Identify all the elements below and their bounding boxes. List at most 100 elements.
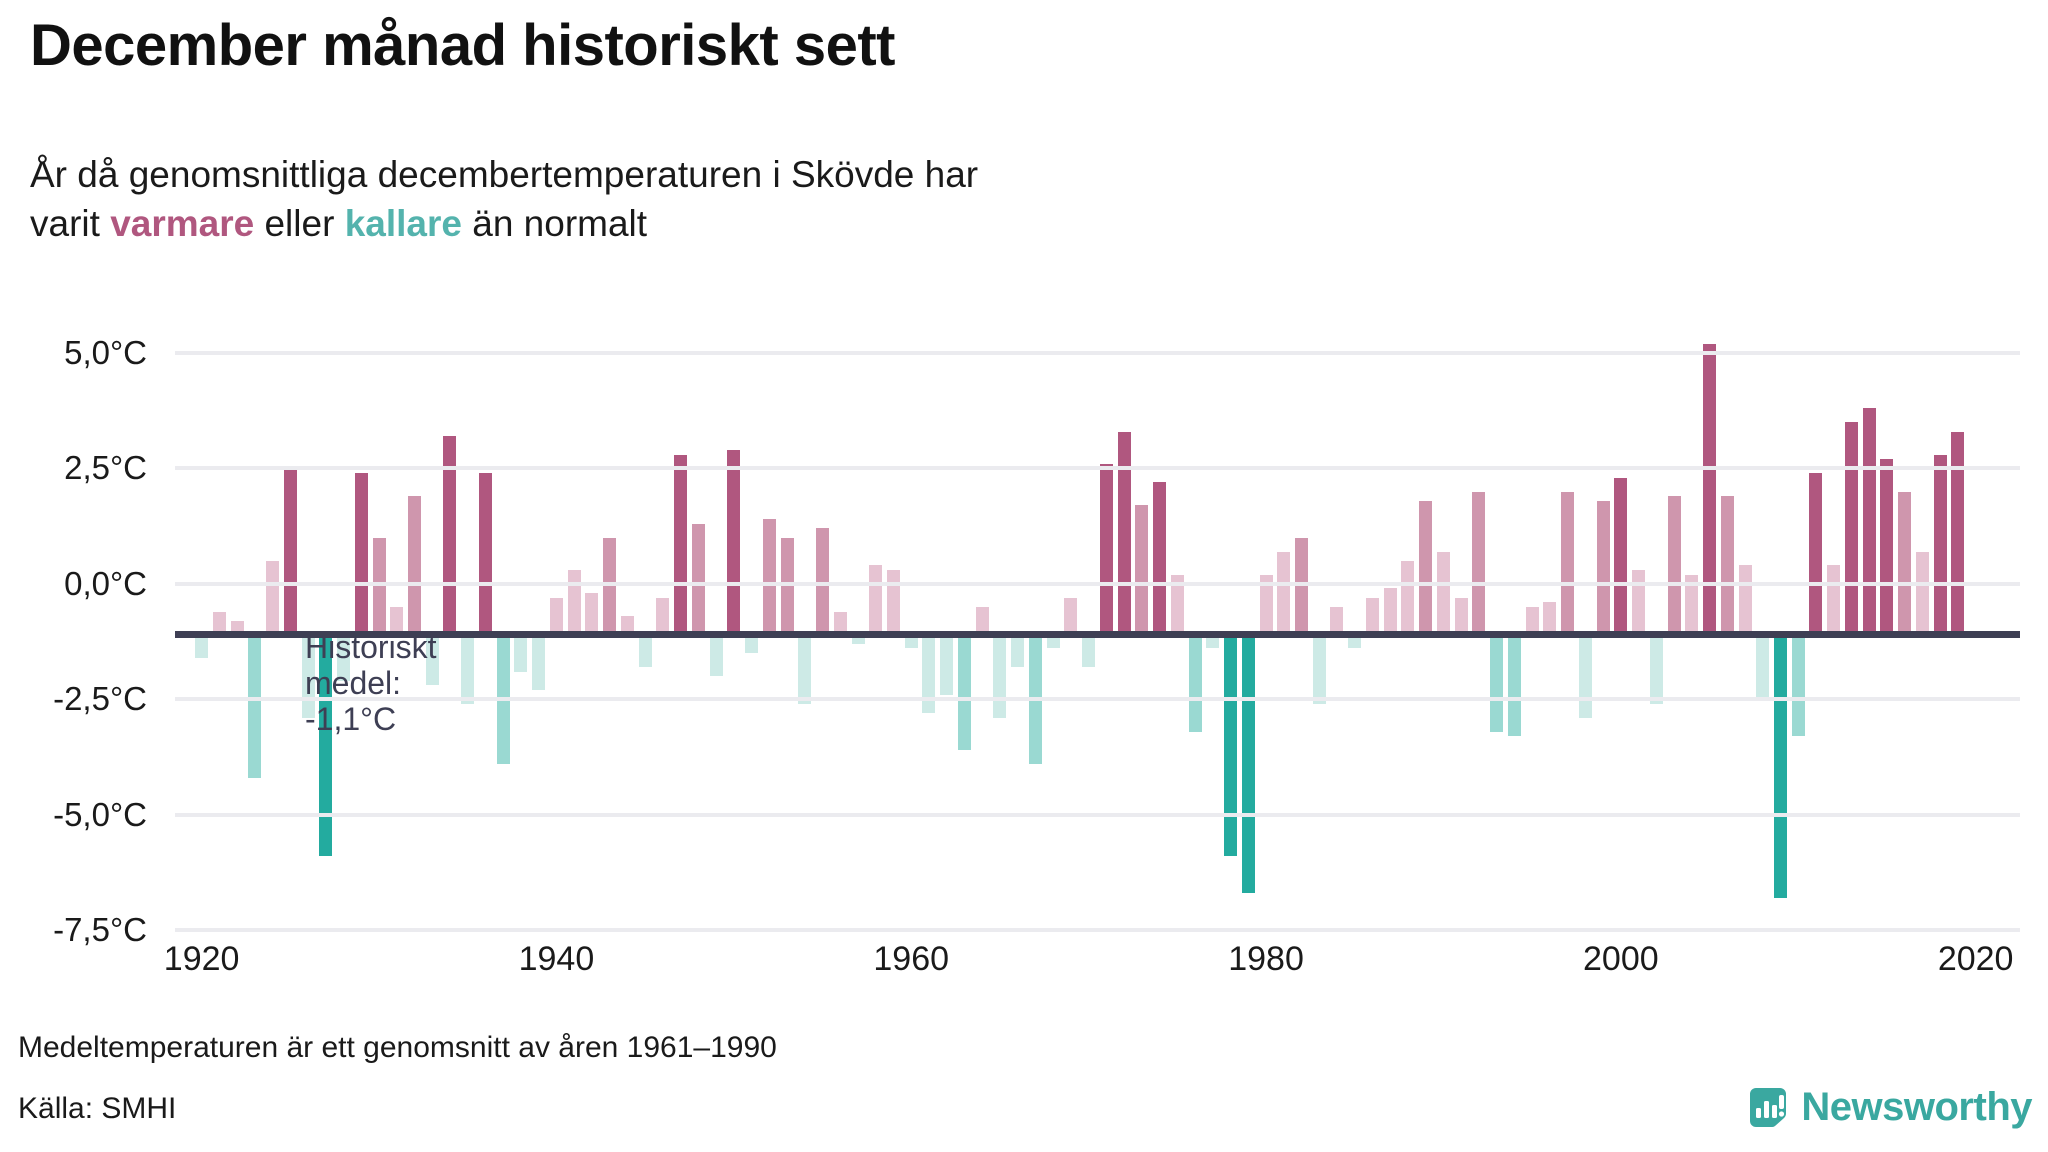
bar[interactable] — [1312, 634, 1326, 704]
bar[interactable] — [691, 523, 705, 635]
bar[interactable] — [1454, 597, 1468, 635]
newsworthy-logo[interactable]: Newsworthy — [1746, 1085, 2032, 1130]
bar[interactable] — [603, 537, 617, 635]
bar[interactable] — [1809, 473, 1823, 635]
bar[interactable] — [1011, 634, 1025, 667]
y-axis-tick-label: 2,5°C — [64, 449, 147, 487]
bar[interactable] — [940, 634, 954, 695]
bar[interactable] — [1862, 408, 1876, 635]
bar[interactable] — [301, 634, 315, 718]
bar[interactable] — [585, 593, 599, 635]
bar[interactable] — [620, 616, 634, 635]
bar[interactable] — [1951, 431, 1965, 635]
bar[interactable] — [1117, 431, 1131, 635]
bar[interactable] — [780, 537, 794, 635]
bar[interactable] — [1543, 602, 1557, 635]
bar[interactable] — [1632, 570, 1646, 635]
bar[interactable] — [461, 634, 475, 704]
bar[interactable] — [1596, 500, 1610, 635]
bar[interactable] — [1649, 634, 1663, 704]
bar[interactable] — [567, 570, 581, 635]
bar[interactable] — [1153, 482, 1167, 635]
bar[interactable] — [266, 560, 280, 635]
bar[interactable] — [638, 634, 652, 667]
bar[interactable] — [1295, 537, 1308, 635]
bar[interactable] — [1383, 588, 1397, 635]
bar[interactable] — [372, 537, 386, 635]
bar[interactable] — [1525, 606, 1539, 635]
bar[interactable] — [1720, 496, 1734, 635]
bar[interactable] — [1135, 505, 1149, 635]
bar[interactable] — [248, 634, 262, 778]
bar[interactable] — [1791, 634, 1805, 737]
bar[interactable] — [514, 634, 528, 672]
bar[interactable] — [1774, 634, 1787, 898]
bar[interactable] — [1898, 491, 1912, 635]
gridline — [175, 351, 2020, 356]
bar[interactable] — [886, 570, 900, 635]
bar[interactable] — [1703, 343, 1717, 635]
bar[interactable] — [851, 634, 865, 644]
bar[interactable] — [425, 634, 439, 686]
bar[interactable] — [1365, 597, 1379, 635]
bar[interactable] — [1915, 551, 1929, 635]
bar[interactable] — [993, 634, 1007, 718]
bar[interactable] — [1082, 634, 1096, 667]
bar[interactable] — [1064, 597, 1078, 635]
bar[interactable] — [195, 634, 209, 658]
bar[interactable] — [957, 634, 971, 750]
footnote: Medeltemperaturen är ett genomsnitt av å… — [18, 1031, 777, 1064]
bar[interactable] — [1738, 565, 1752, 635]
bar[interactable] — [762, 519, 776, 635]
bar[interactable] — [354, 473, 368, 635]
bar[interactable] — [922, 634, 936, 714]
bar[interactable] — [1099, 463, 1113, 635]
bar[interactable] — [337, 634, 351, 681]
bar[interactable] — [532, 634, 546, 690]
bar[interactable] — [727, 450, 741, 635]
bar[interactable] — [869, 565, 883, 635]
y-axis-tick-label: -5,0°C — [53, 795, 147, 833]
bar[interactable] — [549, 597, 563, 635]
bar[interactable] — [1667, 496, 1681, 635]
bar[interactable] — [1170, 574, 1184, 635]
x-axis-labels: 1920 1940 1960 1980 2000 2020 — [164, 940, 2020, 1000]
bar[interactable] — [1241, 634, 1255, 894]
bar[interactable] — [1933, 454, 1947, 635]
bar[interactable] — [798, 634, 812, 704]
bar[interactable] — [478, 473, 492, 635]
bar[interactable] — [1224, 634, 1238, 857]
bar[interactable] — [1472, 491, 1486, 635]
bar[interactable] — [1490, 634, 1504, 732]
bar[interactable] — [390, 606, 404, 635]
bar[interactable] — [656, 597, 670, 635]
x-axis-tick-label: 2020 — [1937, 940, 2014, 978]
bar[interactable] — [975, 606, 989, 635]
bar[interactable] — [1277, 551, 1291, 635]
bar[interactable] — [1614, 477, 1628, 635]
bar[interactable] — [283, 468, 297, 635]
bar[interactable] — [674, 454, 688, 635]
bar[interactable] — [407, 496, 421, 635]
bar[interactable] — [709, 634, 723, 677]
bar[interactable] — [1419, 500, 1433, 635]
bar[interactable] — [1844, 422, 1858, 635]
bar[interactable] — [1188, 634, 1202, 732]
bar[interactable] — [1561, 491, 1575, 635]
bar[interactable] — [1401, 560, 1415, 635]
bar[interactable] — [1259, 574, 1273, 635]
bar[interactable] — [833, 611, 847, 635]
bar[interactable] — [1578, 634, 1592, 718]
bar[interactable] — [1827, 565, 1841, 635]
bar[interactable] — [745, 634, 759, 654]
bar[interactable] — [212, 611, 226, 635]
bar[interactable] — [1685, 574, 1699, 635]
bar[interactable] — [816, 528, 830, 635]
bar[interactable] — [1756, 634, 1770, 700]
subtitle-text-2a: varit — [30, 203, 111, 245]
bar[interactable] — [1436, 551, 1450, 635]
bar[interactable] — [1507, 634, 1521, 737]
bar[interactable] — [1330, 606, 1344, 635]
bar[interactable] — [1880, 459, 1894, 635]
bar[interactable] — [319, 634, 333, 857]
